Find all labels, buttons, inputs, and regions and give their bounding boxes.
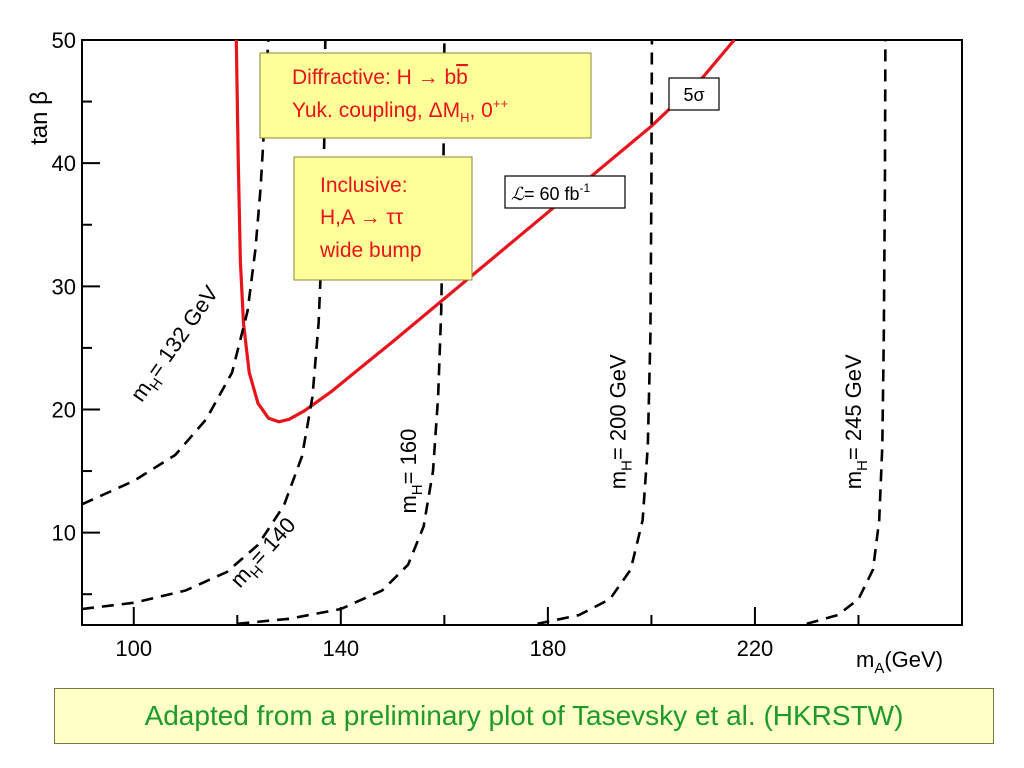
y-tick-label: 20 (52, 397, 76, 422)
x-tick-label: 220 (737, 636, 774, 661)
series-line-1 (81, 39, 270, 506)
inclusive-box (293, 156, 473, 281)
bbar-label: b (456, 66, 468, 89)
series-line-0 (234, 38, 736, 424)
diffractive-box (259, 52, 592, 139)
caption: Adapted from a preliminary plot of Tasev… (54, 688, 994, 744)
x-tick-label: 100 (115, 636, 152, 661)
y-axis-title: tan β (26, 91, 53, 145)
x-tick-label: 140 (322, 636, 359, 661)
series-line-4 (537, 39, 654, 626)
x-tick-label: 180 (530, 636, 567, 661)
diffractive-line2: Yuk. coupling, ΔMH, 0++ (292, 96, 508, 125)
curve-label: mH= 160 (396, 429, 426, 514)
y-tick-label: 10 (52, 521, 76, 546)
inclusive-line3: wide bump (319, 239, 422, 262)
ticks-layer: 100 140 180 220 10 20 30 40 50 (52, 28, 860, 661)
y-tick-label: 30 (52, 274, 76, 299)
luminosity-box (504, 175, 626, 209)
y-tick-label: 50 (52, 28, 76, 53)
luminosity-text: ℒ= 60 fb-1 (511, 181, 591, 205)
sigma-label: 5σ (668, 77, 720, 111)
series-line-5 (806, 39, 887, 626)
inclusive-line2: H,A → ττ (320, 206, 404, 229)
y-tick-label: 40 (52, 151, 76, 176)
inclusive-annotation: Inclusive: H,A → ττ wide bump (293, 156, 473, 281)
curve-label: mH= 200 GeV (606, 354, 636, 489)
luminosity-label: ℒ= 60 fb-1 (504, 175, 626, 209)
sigma-label-box (668, 77, 720, 111)
inclusive-line1: Inclusive: (320, 174, 408, 197)
curve-label: mH= 245 GeV (841, 354, 871, 489)
sigma-label-text: 5σ (683, 85, 704, 105)
diffractive-annotation: Diffractive: H → bb Yuk. coupling, ΔMH, … (259, 52, 592, 139)
x-axis-title: mA(GeV) (856, 647, 943, 677)
diffractive-line1: Diffractive: H → bb (292, 66, 468, 89)
